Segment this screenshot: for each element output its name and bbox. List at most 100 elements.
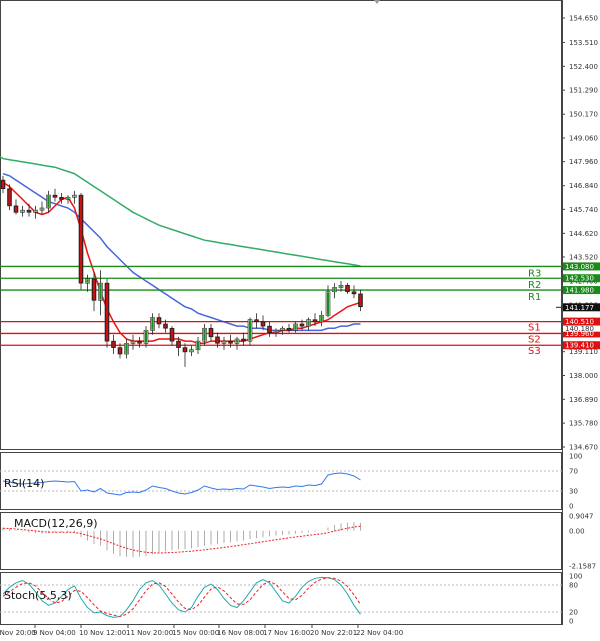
level-tag-r1: [563, 286, 600, 295]
rsi-label: RSI(14): [4, 477, 44, 490]
candle-fill: [235, 339, 239, 343]
price-tick-label: 136.890: [569, 396, 598, 404]
candle-fill: [144, 331, 148, 343]
candle-fill: [307, 320, 310, 326]
stoch-label: Stoch(5,5,3): [4, 589, 72, 602]
current-price-tag: [563, 303, 600, 312]
candle-fill: [73, 195, 76, 197]
scroll-marker-icon: [374, 0, 380, 4]
candle-fill: [60, 197, 63, 199]
candle-fill: [300, 324, 304, 326]
level-label-s2: S2: [528, 334, 541, 345]
level-tag-r2: [563, 274, 600, 283]
candle-fill: [255, 320, 258, 322]
overlap-tag: [563, 325, 600, 332]
candle-fill: [313, 320, 317, 322]
time-label: 16 Nov 08:00: [217, 629, 264, 637]
candle-fill: [333, 288, 336, 292]
level-tag-value-s1: 140.510: [565, 318, 594, 326]
time-label: 10 Nov 12:00: [79, 629, 126, 637]
time-label: 8 Nov 20:00: [0, 629, 36, 637]
rsi-tick-label: 100: [569, 453, 582, 461]
stoch-tick-label: 20: [569, 609, 578, 617]
time-label: 11 Nov 20:00: [126, 629, 173, 637]
level-tag-value-s2: 139.960: [565, 330, 594, 338]
candle-fill: [164, 324, 167, 328]
candle-fill: [268, 326, 271, 332]
level-tag-value-s3: 139.410: [565, 342, 594, 350]
level-tag-value-r1: 141.980: [565, 287, 594, 295]
macd-label: MACD(12,26,9): [14, 517, 98, 530]
candle-fill: [190, 350, 193, 352]
overlap-tag-value: 140.180: [565, 325, 594, 333]
price-tick-label: 143.520: [569, 253, 598, 261]
price-tick-label: 139.110: [569, 348, 598, 356]
stoch-tick-label: 80: [569, 582, 578, 590]
level-tag-s1: [563, 317, 600, 326]
candle-fill: [287, 328, 291, 330]
price-tick-label: 151.290: [569, 87, 598, 95]
candle-fill: [112, 341, 115, 347]
candle-fill: [209, 328, 213, 337]
macd-tick-label: 0.9047: [569, 513, 594, 521]
time-label: 17 Nov 16:00: [263, 629, 310, 637]
time-label: 22 Nov 04:00: [356, 629, 403, 637]
candle-fill: [27, 210, 31, 212]
candle-fill: [151, 318, 154, 330]
price-tick-label: 149.060: [569, 135, 598, 143]
candle-fill: [157, 318, 161, 324]
stoch-tick-label: 100: [569, 573, 582, 581]
candle-fill: [21, 210, 24, 212]
macd-tick-label: -2.1587: [569, 563, 596, 571]
candle-fill: [66, 197, 70, 199]
price-tick-label: 146.840: [569, 182, 598, 190]
ma-blue-line: [2, 172, 361, 332]
level-tag-s2: [563, 329, 600, 338]
candle-fill: [131, 341, 135, 343]
time-label: 20 Nov 22:01: [310, 629, 357, 637]
candle-fill: [125, 343, 128, 354]
price-tick-label: 154.650: [569, 15, 598, 23]
candle-fill: [79, 195, 83, 283]
rsi-tick-label: 30: [569, 488, 578, 496]
candle-fill: [14, 206, 18, 212]
candle-fill: [92, 279, 96, 300]
candle-fill: [339, 285, 343, 287]
ma-green-line: [0, 155, 361, 267]
candle-fill: [326, 292, 330, 315]
price-tick-label: 138.000: [569, 372, 598, 380]
price-tick-label: 153.510: [569, 39, 598, 47]
candle-fill: [53, 195, 57, 197]
candle-fill: [222, 341, 226, 343]
rsi-tick-label: 0: [569, 503, 573, 511]
macd-signal-line: [2, 525, 361, 554]
price-tick-label: 135.780: [569, 420, 598, 428]
price-tick-label: 152.400: [569, 63, 598, 71]
candle-fill: [1, 180, 5, 189]
candle-fill: [274, 331, 278, 332]
level-label-r2: R2: [528, 280, 541, 291]
candle-fill: [261, 322, 265, 326]
rsi-panel: [0, 452, 562, 510]
level-tag-value-r3: 143.080: [565, 263, 594, 271]
candle-fill: [242, 339, 245, 341]
candle-fill: [177, 341, 180, 347]
time-label: 15 Nov 00:00: [172, 629, 219, 637]
main-panel: [0, 0, 562, 450]
level-tag-r3: [563, 262, 600, 271]
candle-fill: [86, 279, 89, 283]
candle-fill: [229, 341, 232, 343]
candle-fill: [346, 285, 349, 292]
price-tick-label: 144.620: [569, 230, 598, 238]
macd-tick-label: 0.00: [569, 527, 585, 535]
level-label-r3: R3: [528, 268, 541, 279]
level-tag-value-r2: 142.530: [565, 275, 594, 283]
stoch-tick-label: 0: [569, 618, 573, 626]
candle-fill: [40, 208, 44, 210]
candle-fill: [248, 320, 252, 341]
candle-fill: [8, 189, 11, 206]
level-label-s3: S3: [528, 346, 541, 357]
candle-fill: [294, 324, 297, 330]
candle-fill: [105, 283, 109, 341]
stoch-d-line: [2, 577, 361, 618]
